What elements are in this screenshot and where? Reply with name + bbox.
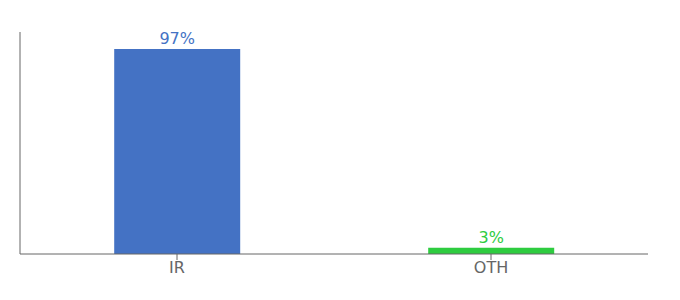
svg-text:IR: IR [169,258,185,277]
svg-text:3%: 3% [479,228,504,247]
svg-text:97%: 97% [159,29,195,48]
svg-text:OTH: OTH [474,258,508,277]
